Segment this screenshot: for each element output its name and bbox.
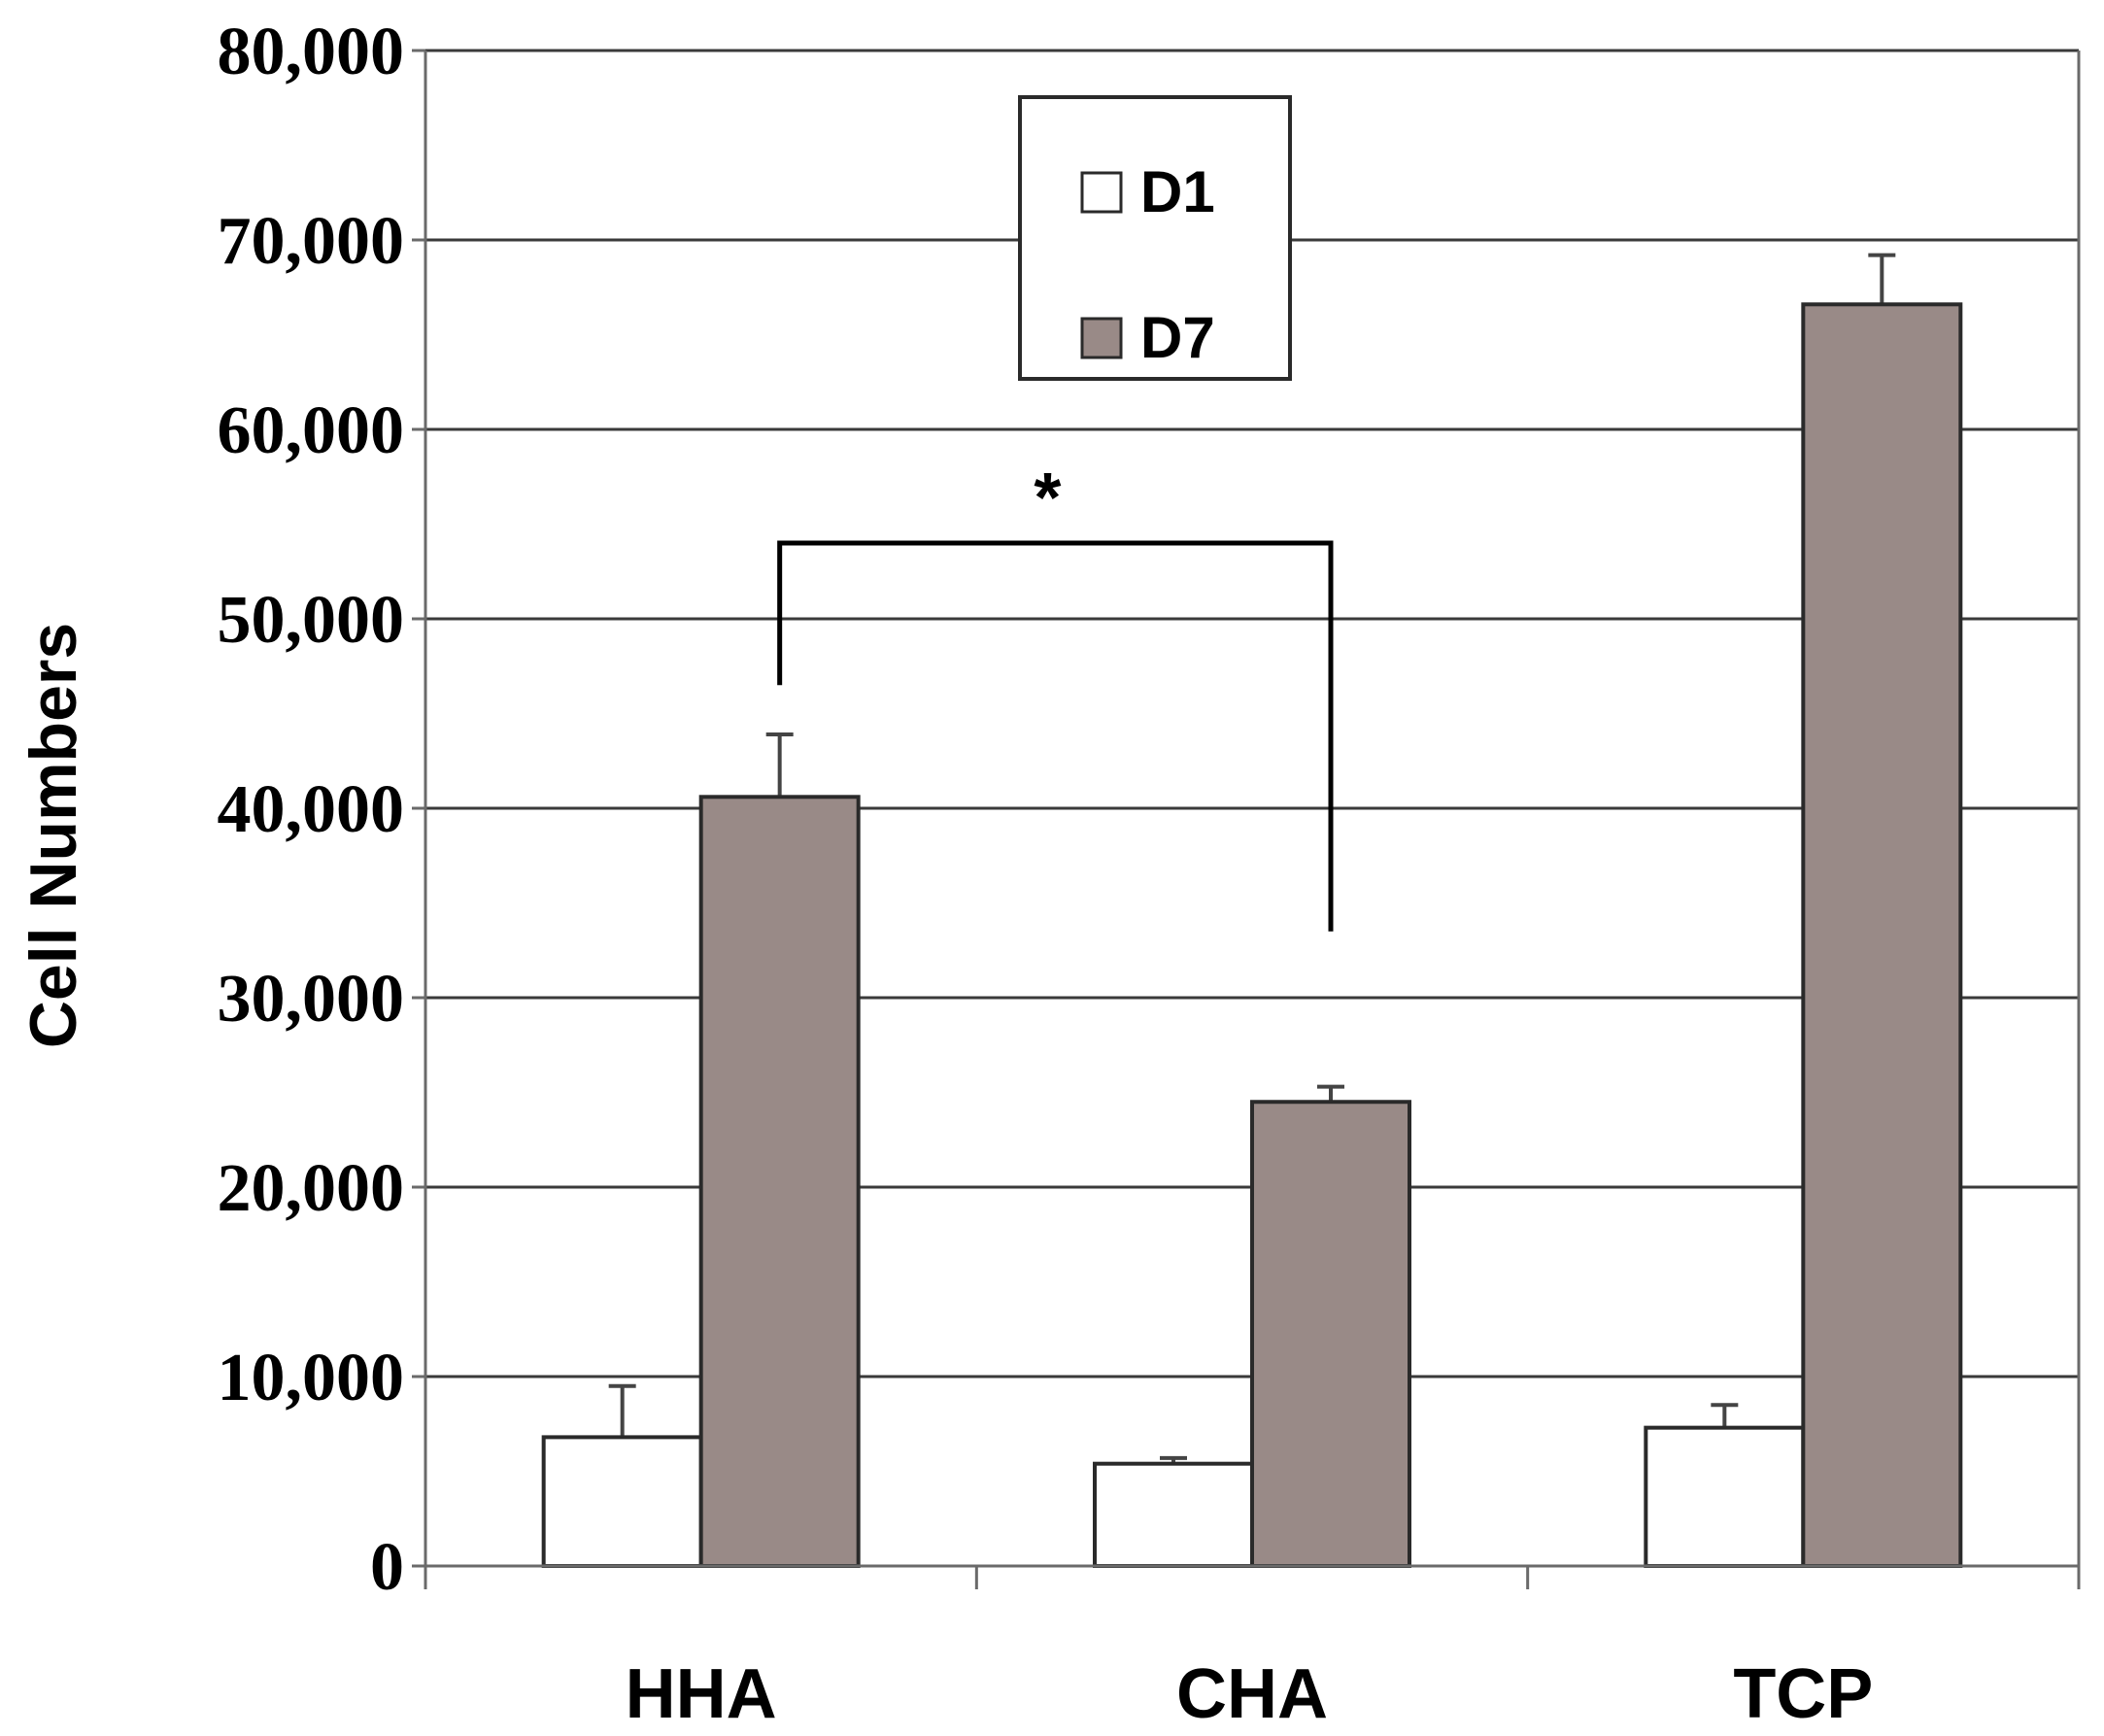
bar-tcp-d7: [1801, 302, 1963, 1568]
significance-annotation: *: [777, 460, 1334, 932]
x-tick-label: HHA: [626, 1655, 777, 1733]
bar-tcp-d1: [1644, 1425, 1806, 1569]
legend-box: [1018, 95, 1292, 381]
legend-swatch-d1: [1080, 171, 1123, 214]
y-tick-label: 50,000: [218, 583, 405, 658]
y-tick-label: 10,000: [218, 1341, 405, 1415]
axes: [412, 49, 2081, 1589]
x-tick-labels: HHA CHA TCP: [626, 1655, 1874, 1733]
x-tick-label: TCP: [1733, 1655, 1873, 1733]
y-tick-label: 20,000: [218, 1151, 405, 1226]
legend-label-d1: D1: [1140, 159, 1215, 224]
legend-label-d7: D7: [1140, 305, 1215, 370]
y-tick-label: 70,000: [218, 204, 405, 279]
bar-cha-d7: [1250, 1100, 1411, 1568]
bars: [541, 253, 1963, 1569]
y-tick-label: 40,000: [218, 772, 405, 847]
legend-swatch-d7: [1080, 317, 1123, 359]
bar-cha-d1: [1093, 1461, 1254, 1568]
legend: D1 D7: [1018, 95, 1292, 381]
y-tick-label: 0: [370, 1530, 404, 1605]
x-tick-label: CHA: [1176, 1655, 1328, 1733]
y-tick-label: 60,000: [218, 393, 405, 468]
significance-star: *: [1034, 460, 1061, 537]
y-tick-labels: 0 10,000 20,000 30,000 40,000 50,000 60,000 70,…: [218, 15, 405, 1605]
bar-hha-d7: [698, 795, 861, 1568]
y-tick-label: 30,000: [218, 962, 405, 1037]
bar-hha-d1: [541, 1435, 703, 1569]
y-tick-label: 80,000: [218, 15, 405, 89]
significance-bracket: [777, 540, 1334, 932]
y-axis-label: Cell Numbers: [17, 623, 90, 1048]
